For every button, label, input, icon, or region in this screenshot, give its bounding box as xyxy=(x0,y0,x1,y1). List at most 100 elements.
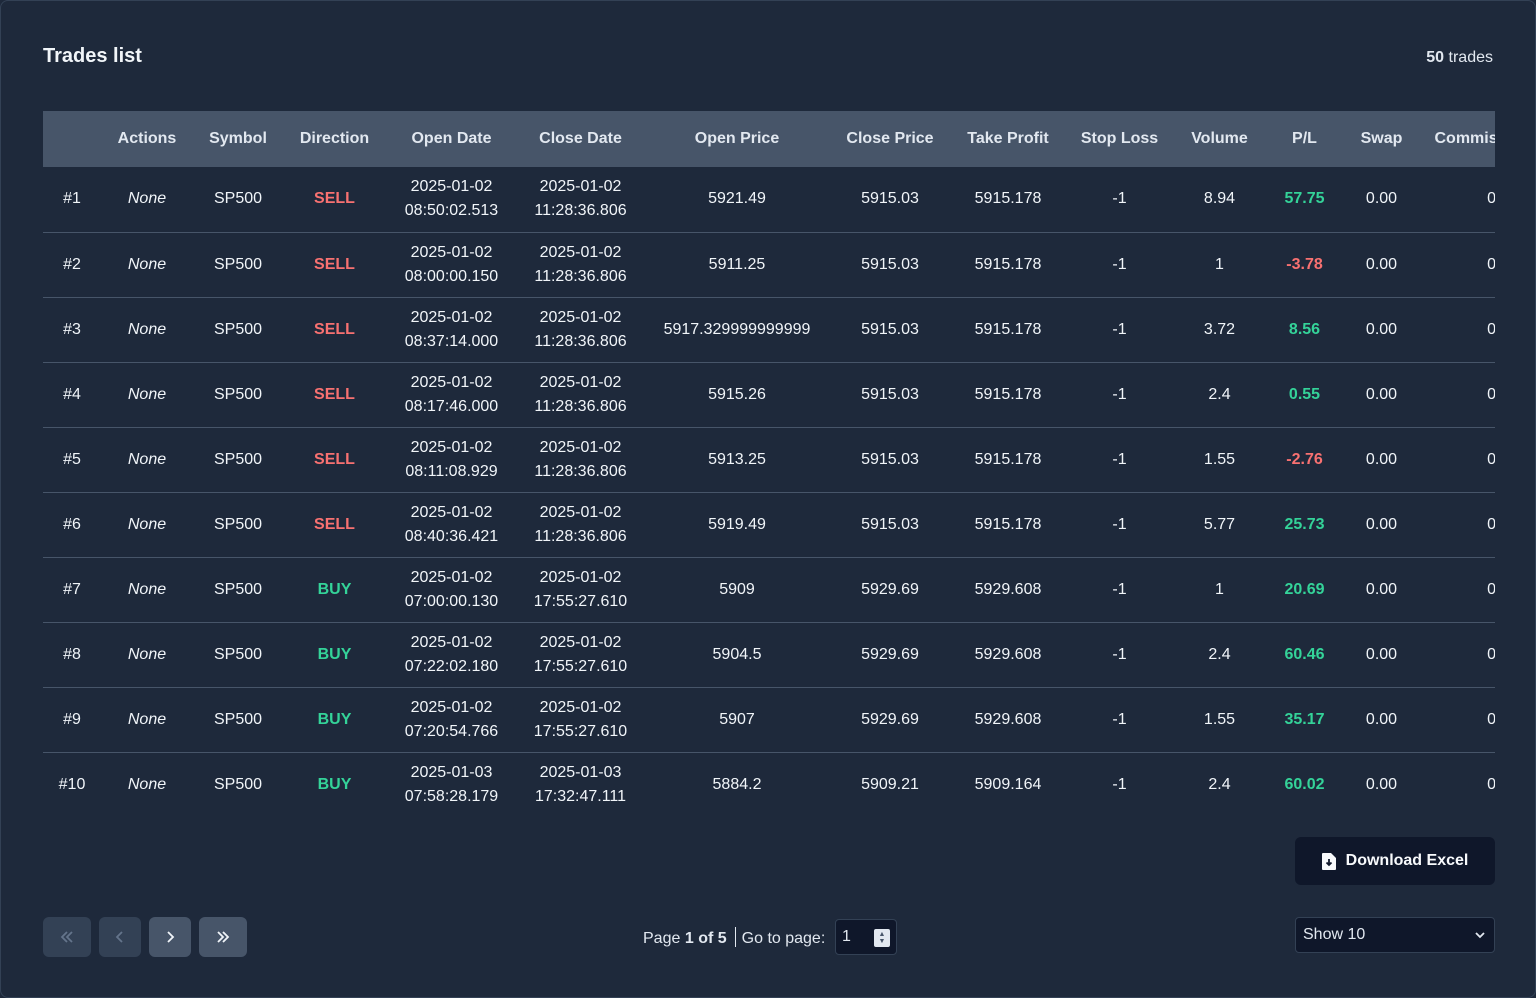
cell-swap: 0.00 xyxy=(1343,557,1420,622)
cell-open-date-value: 08:11:08.929 xyxy=(405,462,498,480)
download-excel-button[interactable]: Download Excel xyxy=(1295,837,1495,885)
cell-actions[interactable]: None xyxy=(101,492,193,557)
table-row[interactable]: #6 None SP500 SELL 2025-01-02 08:40:36.421 202… xyxy=(43,492,1495,557)
cell-commission-value: 0 xyxy=(1487,515,1495,533)
cell-open-date-value: 2025-01-02 xyxy=(410,243,493,261)
table-row[interactable]: #3 None SP500 SELL 2025-01-02 08:37:14.000 202… xyxy=(43,297,1495,362)
column-header[interactable]: Close Price xyxy=(846,130,934,147)
cell-close-date-value: 11:28:36.806 xyxy=(534,332,627,350)
cell-actions-value: None xyxy=(127,580,167,598)
cell-commission-value: 0 xyxy=(1487,190,1495,208)
cell-take-profit-value: 5915.178 xyxy=(974,190,1042,208)
table-row[interactable]: #7 None SP500 BUY 2025-01-02 07:00:00.130 2025… xyxy=(43,557,1495,622)
column-header[interactable]: Close Date xyxy=(539,130,622,147)
column-header[interactable]: Swap xyxy=(1360,130,1403,147)
cell-actions[interactable]: None xyxy=(101,557,193,622)
cell-open-price: 5904.5 xyxy=(644,622,830,687)
cell-close-price-value: 5915.03 xyxy=(861,515,919,533)
previous-page-button[interactable] xyxy=(99,917,141,957)
cell-close-price-value: 5929.69 xyxy=(861,580,919,598)
cell-volume-value: 1.55 xyxy=(1203,450,1236,468)
column-header[interactable]: Open Price xyxy=(694,130,780,147)
cell-actions[interactable]: None xyxy=(101,752,193,817)
spinner-down-icon: ▼ xyxy=(878,938,886,945)
cell-actions[interactable]: None xyxy=(101,232,193,297)
column-header[interactable]: Volume xyxy=(1191,130,1248,147)
cell-swap-value: 0.00 xyxy=(1365,320,1398,338)
table-row[interactable]: #1 None SP500 SELL 2025-01-02 08:50:02.513 202… xyxy=(43,167,1495,232)
cell-volume-value: 5.77 xyxy=(1203,515,1236,533)
cell-open-price: 5911.25 xyxy=(644,232,830,297)
cell-symbol-value: SP500 xyxy=(213,320,263,338)
goto-page-input[interactable]: 1 ▲ ▼ xyxy=(835,919,897,955)
cell-close-date: 2025-01-02 11:28:36.806 xyxy=(517,427,644,492)
table-row[interactable]: #10 None SP500 BUY 2025-01-03 07:58:28.179 202… xyxy=(43,752,1495,817)
cell-swap-value: 0.00 xyxy=(1365,385,1398,403)
cell-id-value: #10 xyxy=(58,775,86,793)
cell-open-date-value: 08:40:36.421 xyxy=(404,527,499,545)
cell-close-price: 5915.03 xyxy=(830,297,950,362)
column-header[interactable]: Open Date xyxy=(411,130,492,147)
cell-symbol-value: SP500 xyxy=(213,515,263,533)
cell-stop-loss-value: -1 xyxy=(1112,515,1127,533)
cell-stop-loss-value: -1 xyxy=(1112,255,1127,273)
cell-actions[interactable]: None xyxy=(101,427,193,492)
next-page-button[interactable] xyxy=(149,917,191,957)
cell-close-price: 5915.03 xyxy=(830,492,950,557)
cell-actions[interactable]: None xyxy=(101,362,193,427)
column-header[interactable] xyxy=(43,111,101,167)
cell-symbol-value: SP500 xyxy=(213,450,263,468)
table-row[interactable]: #9 None SP500 BUY 2025-01-02 07:20:54.766 2025… xyxy=(43,687,1495,752)
cell-direction-value: SELL xyxy=(314,450,355,468)
cell-direction: BUY xyxy=(283,557,386,622)
cell-direction: SELL xyxy=(283,492,386,557)
cell-open-date: 2025-01-02 07:22:02.180 xyxy=(386,622,517,687)
column-header[interactable]: P/L xyxy=(1292,130,1317,147)
page-spinner[interactable]: ▲ ▼ xyxy=(874,929,890,947)
table-row[interactable]: #4 None SP500 SELL 2025-01-02 08:17:46.000 202… xyxy=(43,362,1495,427)
cell-pl-value: -2.76 xyxy=(1286,450,1323,468)
column-header[interactable]: Stop Loss xyxy=(1080,130,1159,147)
trades-table-container[interactable]: Actions Symbol Direction Open Date Close Dat… xyxy=(43,111,1495,817)
cell-pl: -3.78 xyxy=(1266,232,1343,297)
cell-actions[interactable]: None xyxy=(101,687,193,752)
first-page-button[interactable] xyxy=(43,917,91,957)
cell-pl: 20.69 xyxy=(1266,557,1343,622)
chevron-left-icon xyxy=(115,931,123,943)
cell-actions[interactable]: None xyxy=(101,622,193,687)
cell-symbol: SP500 xyxy=(193,362,283,427)
last-page-button[interactable] xyxy=(199,917,247,957)
cell-stop-loss: -1 xyxy=(1066,232,1173,297)
cell-actions[interactable]: None xyxy=(101,297,193,362)
cell-actions-value: None xyxy=(127,450,167,468)
cell-take-profit: 5915.178 xyxy=(950,492,1066,557)
cell-id-value: #2 xyxy=(63,255,81,273)
cell-close-price-value: 5929.69 xyxy=(861,710,919,728)
table-row[interactable]: #5 None SP500 SELL 2025-01-02 08:11:08.929 202… xyxy=(43,427,1495,492)
cell-take-profit: 5929.608 xyxy=(950,622,1066,687)
cell-id: #4 xyxy=(43,362,101,427)
table-row[interactable]: #8 None SP500 BUY 2025-01-02 07:22:02.180 2025… xyxy=(43,622,1495,687)
column-header[interactable]: Actions xyxy=(117,130,177,147)
cell-close-date: 2025-01-02 11:28:36.806 xyxy=(517,232,644,297)
column-header[interactable]: Symbol xyxy=(209,130,267,147)
cell-open-date-value: 2025-01-03 xyxy=(410,763,493,781)
column-header[interactable]: Commission xyxy=(1434,130,1495,147)
table-row[interactable]: #2 None SP500 SELL 2025-01-02 08:00:00.150 202… xyxy=(43,232,1495,297)
cell-id: #10 xyxy=(43,752,101,817)
cell-swap: 0.00 xyxy=(1343,492,1420,557)
cell-open-price-value: 5904.5 xyxy=(712,645,762,663)
column-header[interactable]: Take Profit xyxy=(967,130,1049,147)
cell-close-price-value: 5915.03 xyxy=(861,255,919,273)
cell-actions[interactable]: None xyxy=(101,167,193,232)
cell-close-date-value: 2025-01-02 xyxy=(539,178,622,196)
column-header[interactable]: Direction xyxy=(299,130,370,147)
cell-swap: 0.00 xyxy=(1343,297,1420,362)
chevron-right-icon xyxy=(167,931,175,943)
page-size-select[interactable]: Show 10 xyxy=(1295,917,1495,953)
cell-open-price-value: 5884.2 xyxy=(712,775,762,793)
cell-id-value: #1 xyxy=(63,190,81,208)
cell-open-price: 5917.329999999999 xyxy=(644,297,830,362)
cell-volume-value: 1.55 xyxy=(1203,710,1236,728)
page-total: 5 xyxy=(717,930,727,947)
